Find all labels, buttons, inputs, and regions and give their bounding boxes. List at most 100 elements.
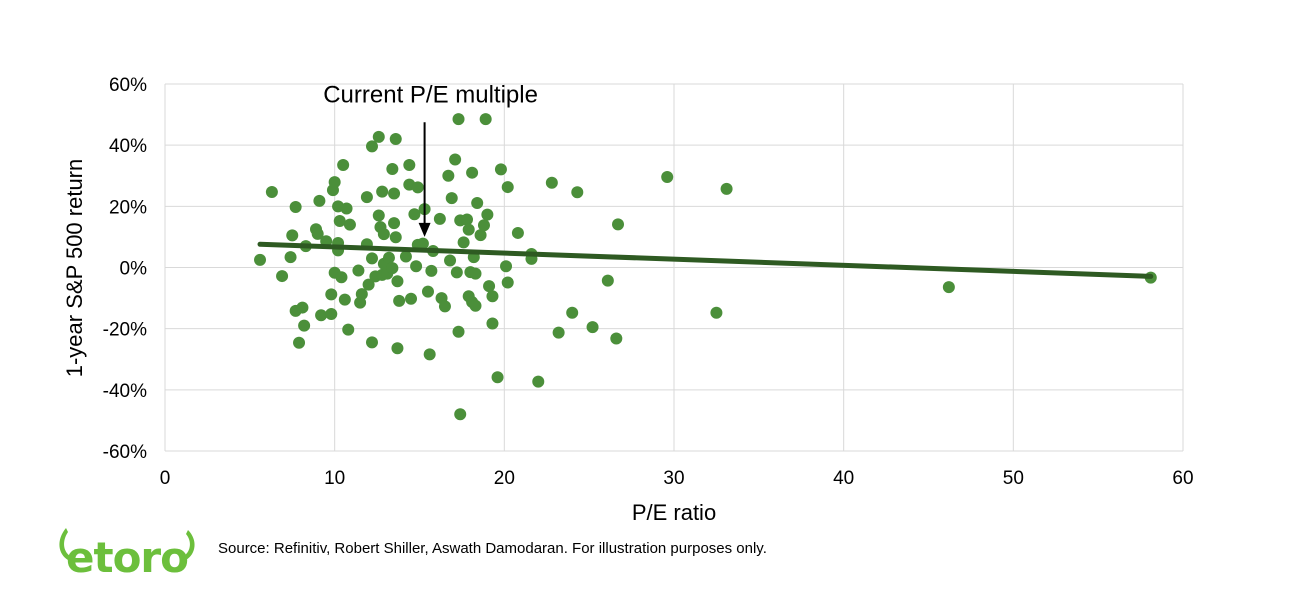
- data-point: [335, 271, 348, 284]
- x-tick-label: 10: [324, 468, 345, 489]
- data-point: [393, 294, 406, 307]
- data-point: [511, 226, 524, 239]
- data-point: [399, 250, 412, 263]
- data-point: [360, 191, 373, 204]
- data-point: [355, 288, 368, 301]
- data-point: [444, 254, 457, 267]
- data-points: [254, 113, 1157, 421]
- left-horn-icon: [59, 528, 70, 560]
- data-point: [720, 182, 733, 195]
- data-point: [469, 267, 482, 280]
- data-point: [328, 176, 341, 189]
- data-point: [325, 288, 338, 301]
- data-point: [265, 185, 278, 198]
- data-point: [612, 218, 625, 231]
- data-point: [377, 228, 390, 241]
- data-point: [486, 317, 499, 330]
- data-point: [365, 140, 378, 153]
- data-point: [386, 262, 399, 275]
- data-point: [391, 342, 404, 355]
- data-point: [454, 408, 467, 421]
- data-point: [545, 176, 558, 189]
- data-point: [405, 292, 418, 305]
- x-tick-label: 50: [1003, 468, 1024, 489]
- data-point: [337, 159, 350, 172]
- x-tick-label: 20: [494, 468, 515, 489]
- y-axis-tick-labels: 60% 40% 20% 0% -20% -40% -60%: [103, 75, 147, 463]
- data-point: [421, 285, 434, 298]
- data-point: [416, 237, 429, 250]
- data-point: [315, 309, 328, 322]
- y-tick-label: 60%: [109, 75, 147, 96]
- data-point: [449, 153, 462, 166]
- data-point: [403, 159, 416, 172]
- data-point: [462, 223, 475, 236]
- data-point: [601, 274, 614, 287]
- x-tick-label: 30: [663, 468, 684, 489]
- y-tick-label: 20%: [109, 197, 147, 218]
- data-point: [382, 251, 395, 264]
- data-point: [501, 181, 514, 194]
- data-point: [491, 371, 504, 384]
- data-point: [452, 325, 465, 338]
- annotation-label: Current P/E multiple: [323, 81, 538, 108]
- data-point: [445, 192, 458, 205]
- x-tick-label: 40: [833, 468, 854, 489]
- data-point: [566, 306, 579, 319]
- data-point: [372, 130, 385, 143]
- data-point: [298, 319, 311, 332]
- data-point: [410, 260, 423, 273]
- data-point: [479, 113, 492, 126]
- y-tick-label: -60%: [103, 442, 147, 463]
- data-point: [610, 332, 623, 345]
- data-point: [362, 278, 375, 291]
- data-point: [313, 194, 326, 207]
- data-point: [296, 301, 309, 314]
- data-point: [552, 326, 565, 339]
- data-point: [494, 163, 507, 176]
- x-tick-label: 0: [160, 468, 171, 489]
- y-tick-label: 0%: [120, 259, 148, 280]
- logo-wordmark: etoro: [66, 533, 188, 582]
- data-point: [286, 229, 299, 242]
- data-point: [532, 375, 545, 388]
- x-axis-title: P/E ratio: [632, 500, 716, 525]
- y-tick-label: -20%: [103, 320, 147, 341]
- data-point: [388, 217, 401, 230]
- data-point: [457, 236, 470, 249]
- data-point: [481, 208, 494, 221]
- data-point: [372, 209, 385, 222]
- data-point: [311, 227, 324, 240]
- data-point: [408, 208, 421, 221]
- data-point: [471, 196, 484, 209]
- data-point: [661, 170, 674, 183]
- data-point: [474, 229, 487, 242]
- x-tick-label: 60: [1172, 468, 1193, 489]
- data-point: [501, 276, 514, 289]
- data-point: [343, 218, 356, 231]
- y-tick-label: -40%: [103, 381, 147, 402]
- data-point: [477, 219, 490, 232]
- data-point: [483, 280, 496, 293]
- data-point: [325, 307, 338, 320]
- x-axis-tick-labels: 0 10 20 30 40 50 60: [160, 468, 1194, 489]
- data-point: [466, 166, 479, 179]
- trendline-layer: [257, 241, 1154, 279]
- data-point: [461, 213, 474, 226]
- data-point: [376, 185, 389, 198]
- data-point: [365, 336, 378, 349]
- data-point: [365, 252, 378, 265]
- right-horn-icon: [184, 530, 195, 560]
- data-point: [433, 212, 446, 225]
- data-point: [338, 293, 351, 306]
- data-point: [486, 290, 499, 303]
- y-axis-title: 1-year S&P 500 return: [62, 159, 87, 378]
- data-point: [352, 264, 365, 277]
- data-point: [438, 300, 451, 313]
- data-point: [388, 187, 401, 200]
- data-point: [411, 181, 424, 194]
- trendline: [257, 241, 1154, 279]
- data-point: [423, 348, 436, 361]
- data-point: [710, 306, 723, 319]
